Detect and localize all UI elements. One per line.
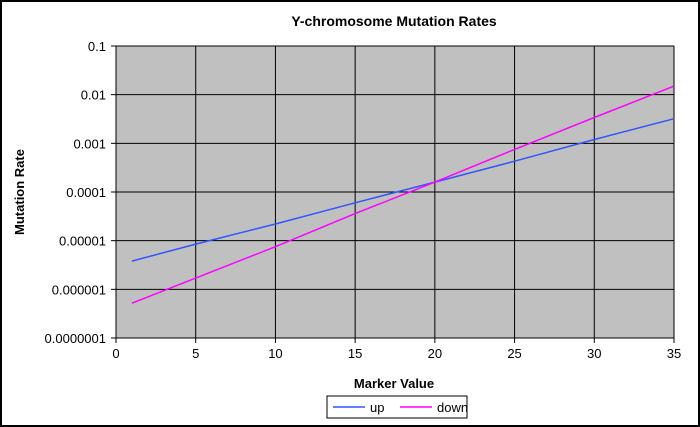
- y-tick-label: 0.01: [81, 88, 106, 103]
- series-layer: [131, 85, 675, 304]
- legend-box: [326, 395, 468, 419]
- x-tick-label: 25: [507, 346, 521, 361]
- y-tick-label: 0.1: [88, 39, 106, 54]
- legend-label-down: down: [437, 400, 468, 415]
- x-tick-label: 10: [268, 346, 282, 361]
- legend-label-up: up: [370, 400, 384, 415]
- series-line-down: [131, 85, 675, 304]
- x-tick-label: 35: [667, 346, 681, 361]
- x-tick-label: 15: [348, 346, 362, 361]
- y-tick-label: 0.000001: [52, 282, 106, 297]
- y-tick-label: 0.001: [73, 136, 106, 151]
- y-tick-label: 0.0001: [66, 185, 106, 200]
- tick-labels: 0.0000001 0.000001 0.00001 0.0001 0.001 0.01 0…: [45, 39, 682, 361]
- chart-title: Y-chromosome Mutation Rates: [291, 13, 497, 29]
- y-tick-label: 0.0000001: [45, 331, 106, 346]
- y-tick-label: 0.00001: [59, 234, 106, 249]
- x-tick-label: 20: [428, 346, 442, 361]
- x-tick-label: 30: [587, 346, 601, 361]
- series-line-up: [131, 117, 675, 262]
- y-axis-title: Mutation Rate: [12, 149, 27, 235]
- x-axis-title: Marker Value: [354, 376, 434, 391]
- legend: up down: [326, 395, 468, 419]
- x-tick-label: 5: [192, 346, 199, 361]
- x-tick-label: 0: [112, 346, 119, 361]
